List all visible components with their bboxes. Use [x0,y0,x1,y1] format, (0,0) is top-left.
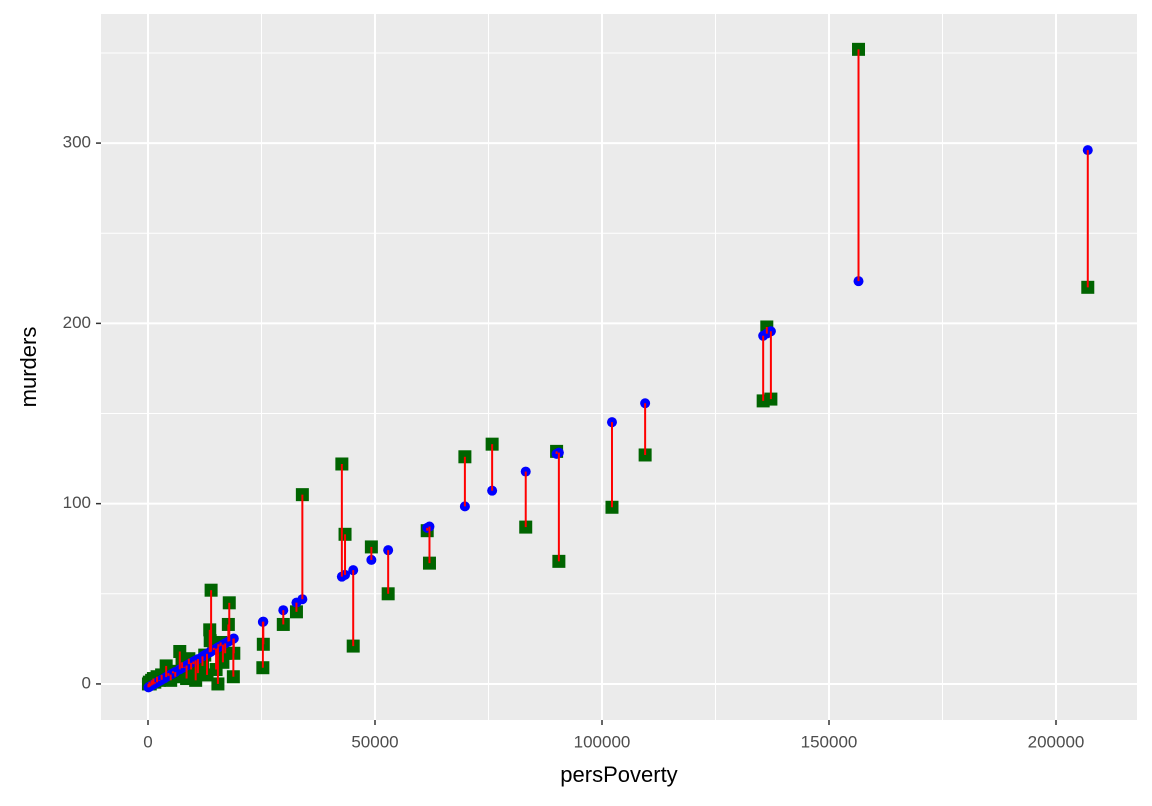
x-tick-label: 50000 [351,732,398,751]
x-tick-label: 150000 [801,732,858,751]
y-tick-label: 0 [82,673,91,692]
y-axis-title: murders [16,327,41,408]
y-tick-label: 300 [63,133,91,152]
x-tick-label: 200000 [1028,732,1085,751]
y-tick-label: 100 [63,493,91,512]
x-tick-label: 0 [143,732,152,751]
x-axis-title: persPoverty [560,762,677,787]
y-tick-label: 200 [63,313,91,332]
x-tick-label: 100000 [574,732,631,751]
panel [101,14,1137,720]
